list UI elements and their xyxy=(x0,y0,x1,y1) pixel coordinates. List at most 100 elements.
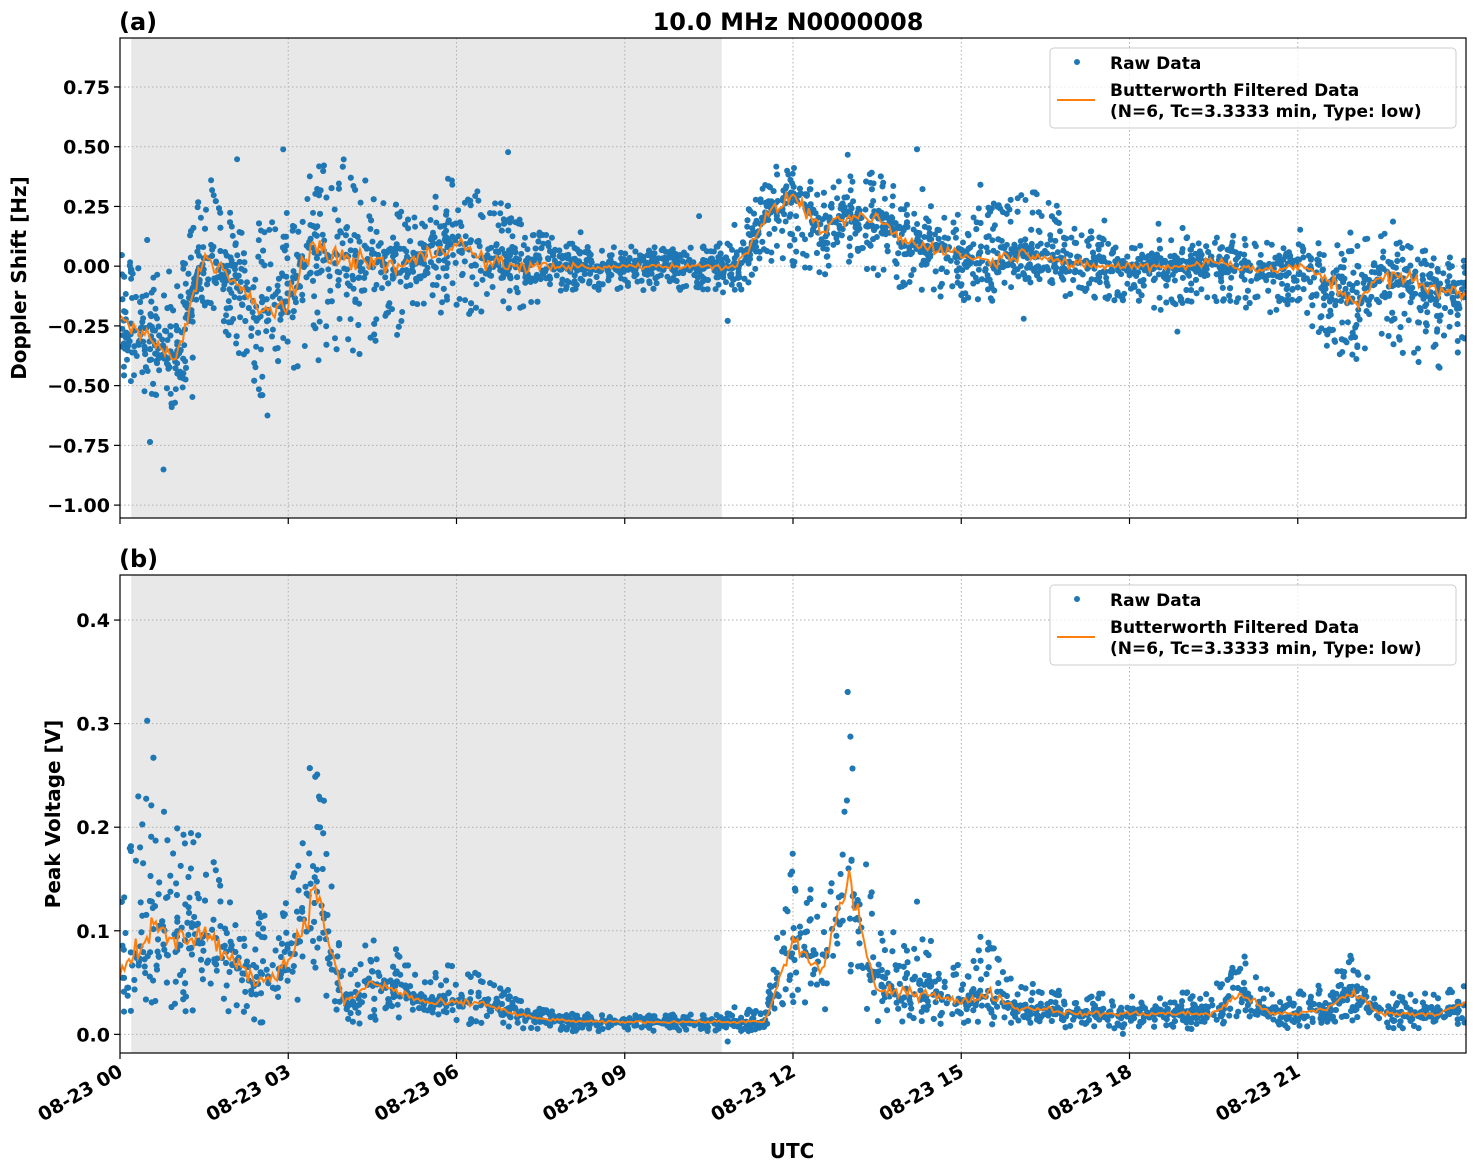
raw-data-point xyxy=(680,258,686,264)
raw-data-point xyxy=(1188,247,1194,253)
raw-data-point xyxy=(311,293,317,299)
raw-data-point xyxy=(899,283,905,289)
raw-data-point xyxy=(1282,297,1288,303)
raw-data-point xyxy=(268,261,274,267)
raw-data-point xyxy=(1036,209,1042,215)
raw-data-point xyxy=(127,263,133,269)
raw-data-point xyxy=(379,285,385,291)
y-tick-label: 0.00 xyxy=(63,256,110,278)
raw-data-point xyxy=(1100,236,1106,242)
raw-data-point xyxy=(510,233,516,239)
raw-data-point xyxy=(320,258,326,264)
raw-data-point xyxy=(1364,308,1370,314)
raw-data-point xyxy=(1299,243,1305,249)
raw-data-point xyxy=(594,274,600,280)
raw-data-point xyxy=(209,187,215,193)
raw-data-point xyxy=(411,215,417,221)
raw-data-point xyxy=(1205,249,1211,255)
raw-data-point xyxy=(395,211,401,217)
raw-data-point xyxy=(1386,293,1392,299)
raw-data-point xyxy=(632,249,638,255)
raw-data-point xyxy=(374,229,380,235)
raw-data-point xyxy=(1424,309,1430,315)
raw-data-point xyxy=(1407,263,1413,269)
raw-data-point xyxy=(373,338,379,344)
raw-data-point xyxy=(848,253,854,259)
y-tick-label: 0.50 xyxy=(63,137,110,159)
raw-data-point xyxy=(253,344,259,350)
raw-data-point xyxy=(302,343,308,349)
raw-data-point xyxy=(530,232,536,238)
raw-data-point xyxy=(320,232,326,238)
raw-data-point xyxy=(890,183,896,189)
raw-data-point xyxy=(381,249,387,255)
raw-data-point xyxy=(473,305,479,311)
raw-data-point xyxy=(1279,281,1285,287)
raw-data-point xyxy=(973,226,979,232)
raw-data-point xyxy=(1455,312,1461,318)
raw-data-point xyxy=(317,211,323,217)
raw-data-point xyxy=(180,384,186,390)
raw-data-point xyxy=(840,201,846,207)
raw-data-point xyxy=(256,220,262,226)
raw-data-point xyxy=(128,378,134,384)
raw-data-point xyxy=(135,265,141,271)
raw-data-point xyxy=(194,249,200,255)
raw-data-point xyxy=(907,248,913,254)
raw-data-point xyxy=(276,276,282,282)
raw-data-point xyxy=(291,268,297,274)
raw-data-point xyxy=(1055,249,1061,255)
raw-data-point xyxy=(848,962,854,968)
raw-data-point xyxy=(1203,243,1209,249)
raw-data-point xyxy=(348,316,354,322)
raw-data-point xyxy=(369,251,375,257)
raw-data-point xyxy=(187,895,193,901)
raw-data-point xyxy=(821,203,827,209)
raw-data-point xyxy=(1297,227,1303,233)
raw-data-point xyxy=(478,268,484,274)
raw-data-point xyxy=(1214,298,1220,304)
raw-data-point xyxy=(352,187,358,193)
raw-data-point xyxy=(359,288,365,294)
raw-data-point xyxy=(559,255,565,261)
raw-data-point xyxy=(236,273,242,279)
raw-data-point xyxy=(1328,327,1334,333)
raw-data-point xyxy=(164,305,170,311)
raw-data-point xyxy=(780,255,786,261)
raw-data-point xyxy=(907,279,913,285)
raw-data-point xyxy=(1219,244,1225,250)
raw-data-point xyxy=(1101,218,1107,224)
raw-data-point xyxy=(847,235,853,241)
raw-data-point xyxy=(1178,259,1184,265)
raw-data-point xyxy=(239,301,245,307)
raw-data-point xyxy=(1156,221,1162,227)
raw-data-point xyxy=(316,357,322,363)
raw-data-point xyxy=(1440,270,1446,276)
raw-data-point xyxy=(571,280,577,286)
raw-data-point xyxy=(1141,283,1147,289)
raw-data-point xyxy=(547,281,553,287)
raw-data-point xyxy=(494,241,500,247)
raw-data-point xyxy=(931,287,937,293)
raw-data-point xyxy=(1188,281,1194,287)
raw-data-point xyxy=(429,234,435,240)
raw-data-point xyxy=(249,325,255,331)
raw-data-point xyxy=(499,246,505,252)
raw-data-point xyxy=(773,164,779,170)
raw-data-point xyxy=(255,254,261,260)
raw-data-point xyxy=(729,282,735,288)
raw-data-point xyxy=(523,258,529,264)
raw-data-point xyxy=(444,297,450,303)
raw-data-point xyxy=(1283,251,1289,257)
raw-data-point xyxy=(512,249,518,255)
raw-data-point xyxy=(1418,307,1424,313)
raw-data-point xyxy=(1204,294,1210,300)
raw-data-point xyxy=(358,200,364,206)
raw-data-point xyxy=(731,276,737,282)
raw-data-point xyxy=(1079,232,1085,238)
raw-data-point xyxy=(195,199,201,205)
raw-data-point xyxy=(754,218,760,224)
raw-data-point xyxy=(939,281,945,287)
raw-data-point xyxy=(772,226,778,232)
